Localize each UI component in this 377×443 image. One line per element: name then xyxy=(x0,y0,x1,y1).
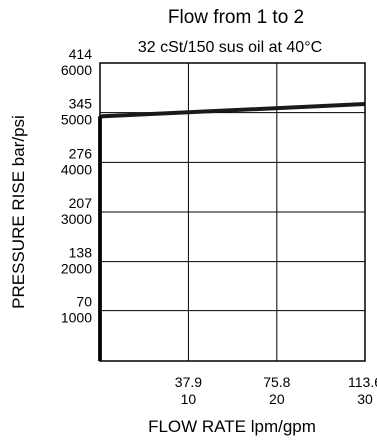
y-tick-label-psi: 3000 xyxy=(61,211,92,227)
y-tick-label-psi: 5000 xyxy=(61,112,92,128)
pressure-curve-line xyxy=(98,102,366,361)
x-axis-label: FLOW RATE lpm/gpm xyxy=(148,417,316,436)
y-tick-label-psi: 4000 xyxy=(61,161,92,177)
y-tick-label-bar: 414 xyxy=(69,46,93,62)
x-tick-label-gpm: 20 xyxy=(269,391,285,407)
y-tick-label-psi: 2000 xyxy=(61,261,92,277)
y-tick-label-bar: 70 xyxy=(76,294,92,310)
chart-title: Flow from 1 to 2 xyxy=(168,7,304,28)
x-tick-label-lpm: 37.9 xyxy=(175,374,202,390)
y-tick-label-psi: 6000 xyxy=(61,62,92,78)
x-tick-label-gpm: 30 xyxy=(357,391,373,407)
y-tick-label-psi: 1000 xyxy=(61,310,92,326)
y-tick-label-bar: 138 xyxy=(69,245,93,261)
y-tick-label-bar: 207 xyxy=(69,195,93,211)
x-tick-label-gpm: 10 xyxy=(181,391,197,407)
x-tick-label-lpm: 113.6 xyxy=(348,374,377,390)
plot-frame xyxy=(99,62,366,362)
y-tick-label-bar: 345 xyxy=(69,96,93,112)
series-lines xyxy=(98,102,366,361)
x-tick-label-lpm: 75.8 xyxy=(263,374,290,390)
y-axis-label: PRESSURE RISE bar/psi xyxy=(9,115,28,309)
chart-subtitle: 32 cSt/150 sus oil at 40°C xyxy=(138,39,322,56)
y-tick-label-bar: 276 xyxy=(69,145,93,161)
